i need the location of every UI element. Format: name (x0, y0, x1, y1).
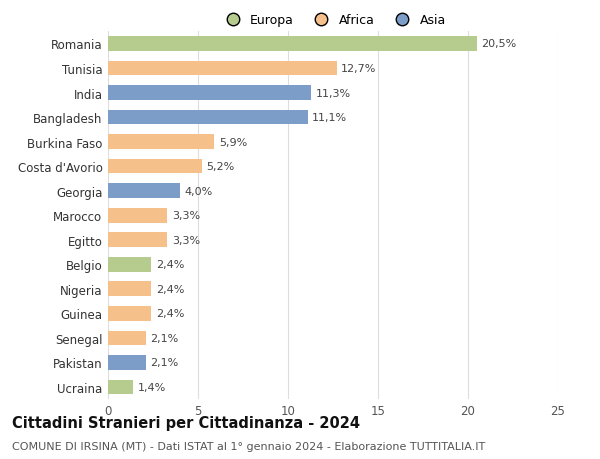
Bar (108, 86, 311, 101)
Text: 2,4%: 2,4% (156, 260, 184, 270)
Bar (108, 159, 202, 174)
Bar (108, 282, 151, 297)
Bar (108, 111, 308, 125)
Text: 3,3%: 3,3% (172, 235, 200, 245)
Text: 3,3%: 3,3% (172, 211, 200, 221)
Text: COMUNE DI IRSINA (MT) - Dati ISTAT al 1° gennaio 2024 - Elaborazione TUTTITALIA.: COMUNE DI IRSINA (MT) - Dati ISTAT al 1°… (12, 441, 485, 451)
Bar (108, 306, 151, 321)
Bar (108, 331, 146, 346)
Text: 12,7%: 12,7% (341, 64, 376, 74)
Bar (108, 37, 477, 52)
Text: 2,4%: 2,4% (156, 308, 184, 319)
Text: 11,1%: 11,1% (312, 113, 347, 123)
Bar (108, 135, 214, 150)
Text: 5,9%: 5,9% (218, 137, 247, 147)
Text: 5,2%: 5,2% (206, 162, 235, 172)
Bar (108, 208, 167, 223)
Text: Cittadini Stranieri per Cittadinanza - 2024: Cittadini Stranieri per Cittadinanza - 2… (12, 415, 360, 431)
Legend: Europa, Africa, Asia: Europa, Africa, Asia (215, 9, 451, 32)
Text: 2,1%: 2,1% (151, 358, 179, 368)
Text: 20,5%: 20,5% (482, 39, 517, 50)
Bar (108, 233, 167, 247)
Text: 2,4%: 2,4% (156, 284, 184, 294)
Text: 2,1%: 2,1% (151, 333, 179, 343)
Bar (108, 257, 151, 272)
Text: 1,4%: 1,4% (138, 382, 166, 392)
Bar (108, 184, 180, 199)
Bar (108, 380, 133, 394)
Text: 11,3%: 11,3% (316, 88, 351, 98)
Text: 4,0%: 4,0% (185, 186, 213, 196)
Bar (108, 62, 337, 76)
Bar (108, 355, 146, 370)
